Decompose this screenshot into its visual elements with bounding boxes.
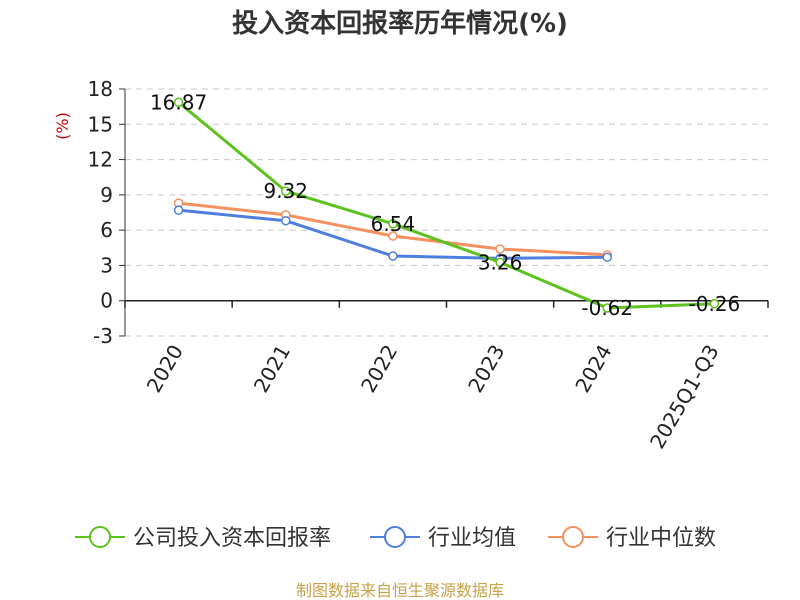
- legend-label: 行业中位数: [606, 526, 716, 551]
- x-tick-label: 2020: [142, 341, 188, 397]
- y-tick-label: 3: [100, 253, 113, 277]
- data-point: [173, 97, 184, 108]
- data-point: [388, 219, 398, 229]
- source-note: 制图数据来自恒生聚源数据库: [296, 581, 504, 600]
- data-label: -0.26: [689, 292, 741, 316]
- data-point: [281, 186, 291, 196]
- data-label: 9.32: [263, 179, 308, 203]
- data-point: [388, 251, 398, 261]
- legend-label: 公司投入资本回报率: [133, 526, 331, 551]
- legend: 公司投入资本回报率 行业均值 行业中位数: [75, 526, 716, 551]
- data-point: [173, 205, 184, 215]
- data-point: [281, 215, 291, 226]
- data-label: 6.54: [371, 212, 416, 236]
- data-point: [602, 252, 612, 262]
- legend-marker: [562, 526, 584, 548]
- x-tick-label: 2024: [570, 341, 616, 397]
- y-axis-label: (%): [53, 112, 72, 140]
- y-tick-label: 18: [88, 77, 113, 101]
- data-label: 16.87: [150, 90, 207, 114]
- data-label: 3.26: [478, 250, 523, 274]
- data-point: [495, 244, 505, 254]
- x-tick-label: 2023: [463, 341, 509, 397]
- x-tick-label: 2022: [356, 341, 402, 397]
- legend-marker: [89, 526, 111, 548]
- y-tick-label: 9: [100, 183, 113, 207]
- data-point: [709, 299, 720, 309]
- y-tick-label: 0: [100, 289, 113, 313]
- data-point: [388, 231, 398, 241]
- data-label: -0.62: [581, 296, 633, 320]
- legend-item: 行业均值: [370, 526, 516, 551]
- data-point: [602, 303, 612, 313]
- y-tick-label: 6: [100, 218, 113, 242]
- series-lines: [173, 97, 720, 313]
- y-tick-label: -3: [93, 324, 113, 348]
- data-point: [495, 257, 505, 268]
- legend-label: 行业均值: [428, 526, 516, 551]
- legend-item: 行业中位数: [548, 526, 716, 551]
- grid-lines: [125, 88, 768, 337]
- x-tick-label: 2025Q1-Q3: [645, 341, 724, 453]
- axes: -3 0 3 6 9 12 15 18 2020 2021 2022 2023 2024 2025Q1-Q…: [88, 77, 769, 453]
- data-labels: 16.87 9.32 6.54 3.26 -0.62 -0.26: [150, 90, 740, 320]
- series-line: [177, 101, 715, 310]
- legend-item: 公司投入资本回报率: [75, 526, 331, 551]
- x-tick-label: 2021: [249, 341, 295, 397]
- y-tick-label: 15: [88, 112, 113, 136]
- chart-title: 投入资本回报率历年情况(%): [232, 8, 568, 39]
- y-tick-label: 12: [88, 148, 113, 172]
- legend-marker: [384, 526, 406, 548]
